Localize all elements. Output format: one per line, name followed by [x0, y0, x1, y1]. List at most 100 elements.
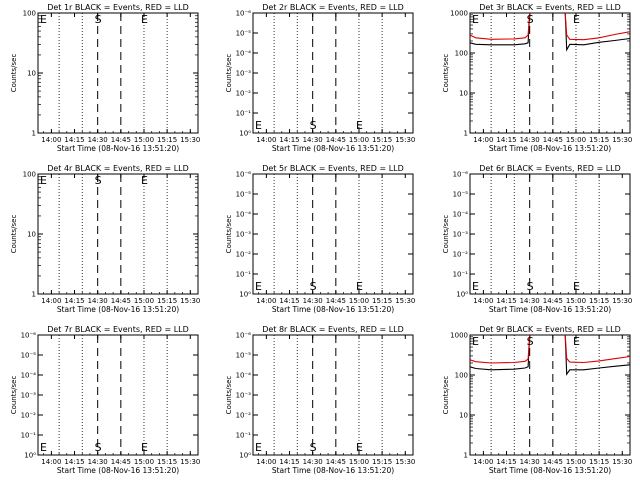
x-axis-label: Start Time (08-Nov-16 13:51:20) [57, 144, 179, 153]
y-axis-label: Counts/sec [442, 376, 450, 415]
plot-frame [37, 334, 199, 456]
y-tick-label: 10⁻⁴ [236, 50, 252, 58]
x-tick-label: 14:00 [41, 136, 61, 144]
x-axis-label: Start Time (08-Nov-16 13:51:20) [57, 305, 179, 314]
y-tick-label: 10⁻² [236, 251, 252, 259]
x-axis-label: Start Time (08-Nov-16 13:51:20) [489, 305, 611, 314]
plot-frame [252, 12, 414, 134]
events-series-line [469, 12, 531, 46]
lld-series-line [564, 12, 631, 41]
y-axis-label: Counts/sec [10, 215, 18, 254]
panel-title: Det 6r BLACK = Events, RED = LLD [479, 164, 621, 173]
x-tick-label: 14:45 [326, 297, 346, 305]
x-tick-label: 15:00 [349, 297, 369, 305]
plot-frame [37, 12, 199, 134]
x-tick-label: 15:15 [157, 458, 177, 466]
x-tick-label: 15:30 [395, 458, 415, 466]
marker-e: E [472, 13, 479, 26]
panel-title: Det 1r BLACK = Events, RED = LLD [47, 3, 189, 12]
y-tick-label: 10⁻⁵ [236, 30, 252, 38]
y-tick-label: 10⁻⁴ [453, 211, 469, 219]
x-tick-label: 14:00 [256, 136, 276, 144]
x-tick-label: 15:00 [134, 458, 154, 466]
marker-s: S [310, 441, 317, 454]
x-tick-label: 15:00 [134, 136, 154, 144]
x-tick-label: 14:00 [473, 136, 493, 144]
marker-s: S [95, 13, 102, 26]
x-tick-label: 15:30 [612, 458, 632, 466]
y-tick-label: 10 [459, 412, 468, 420]
y-axis-label: Counts/sec [10, 54, 18, 93]
y-tick-label: 10⁻³ [236, 231, 252, 239]
y-axis-label: Counts/sec [225, 376, 233, 415]
panel-title: Det 7r BLACK = Events, RED = LLD [47, 325, 189, 334]
x-tick-label: 14:15 [279, 297, 299, 305]
x-tick-label: 15:30 [180, 297, 200, 305]
x-tick-label: 14:00 [473, 297, 493, 305]
plot-frame [37, 173, 199, 295]
marker-e: E [255, 280, 262, 293]
x-tick-label: 14:00 [41, 458, 61, 466]
y-axis-label: Counts/sec [10, 376, 18, 415]
y-axis-label: Counts/sec [225, 54, 233, 93]
x-tick-label: 15:00 [566, 458, 586, 466]
x-tick-label: 14:45 [111, 136, 131, 144]
plot-frame [469, 12, 631, 134]
marker-e: E [573, 335, 580, 348]
x-tick-label: 14:45 [111, 458, 131, 466]
marker-e: E [141, 13, 148, 26]
marker-e: E [40, 441, 47, 454]
y-tick-label: 10⁻¹ [236, 271, 252, 279]
y-tick-label: 1 [32, 130, 36, 138]
x-tick-label: 15:15 [157, 136, 177, 144]
x-tick-label: 15:00 [349, 136, 369, 144]
x-tick-label: 14:30 [303, 297, 323, 305]
y-tick-label: 1 [464, 452, 468, 460]
x-tick-label: 15:30 [180, 136, 200, 144]
x-tick-label: 15:15 [157, 297, 177, 305]
events-series-line [564, 334, 631, 376]
panel-title: Det 2r BLACK = Events, RED = LLD [262, 3, 404, 12]
lld-series-line [564, 334, 631, 364]
x-tick-label: 15:00 [349, 458, 369, 466]
x-tick-label: 14:45 [543, 458, 563, 466]
x-axis-label: Start Time (08-Nov-16 13:51:20) [272, 144, 394, 153]
y-tick-label: 10⁰ [239, 452, 251, 460]
y-tick-label: 10⁻⁶ [236, 10, 252, 18]
y-axis-label: Counts/sec [442, 215, 450, 254]
panel-4: Det 4r BLACK = Events, RED = LLD 1 10 100 14… [10, 164, 200, 314]
events-series-line [564, 12, 631, 52]
y-tick-label: 1000 [450, 10, 468, 18]
x-tick-label: 15:15 [372, 136, 392, 144]
x-axis-label: Start Time (08-Nov-16 13:51:20) [489, 144, 611, 153]
panel-3: Det 3r BLACK = Events, RED = LLD 1 10 100 10… [442, 3, 632, 153]
y-tick-label: 10⁻² [236, 412, 252, 420]
x-tick-label: 15:30 [612, 136, 632, 144]
y-tick-label: 10⁻³ [236, 70, 252, 78]
marker-s: S [310, 280, 317, 293]
panel-6: Det 6r BLACK = Events, RED = LLD 10⁰ 10⁻¹ 1… [442, 164, 632, 314]
plot-frame [469, 334, 631, 456]
x-tick-label: 15:00 [566, 297, 586, 305]
x-tick-label: 15:15 [589, 297, 609, 305]
x-tick-label: 14:15 [64, 136, 84, 144]
panel-8: Det 8r BLACK = Events, RED = LLD 10⁰ 10⁻¹ 1… [225, 325, 415, 475]
x-tick-label: 14:00 [41, 297, 61, 305]
x-tick-label: 14:15 [64, 458, 84, 466]
y-tick-label: 10⁻⁵ [453, 191, 469, 199]
panel-9: Det 9r BLACK = Events, RED = LLD 1 10 100 10… [442, 325, 632, 475]
x-tick-label: 14:30 [303, 458, 323, 466]
x-tick-label: 15:15 [589, 458, 609, 466]
y-tick-label: 10⁻⁶ [236, 332, 252, 340]
y-tick-label: 10⁻¹ [236, 432, 252, 440]
y-tick-label: 100 [23, 10, 36, 18]
x-axis-label: Start Time (08-Nov-16 13:51:20) [57, 466, 179, 475]
y-tick-label: 10⁻¹ [236, 110, 252, 118]
x-tick-label: 14:30 [520, 136, 540, 144]
y-tick-label: 10⁻² [236, 90, 252, 98]
panel-title: Det 8r BLACK = Events, RED = LLD [262, 325, 404, 334]
x-tick-label: 15:15 [372, 458, 392, 466]
x-tick-label: 15:15 [589, 136, 609, 144]
x-tick-label: 14:00 [256, 458, 276, 466]
